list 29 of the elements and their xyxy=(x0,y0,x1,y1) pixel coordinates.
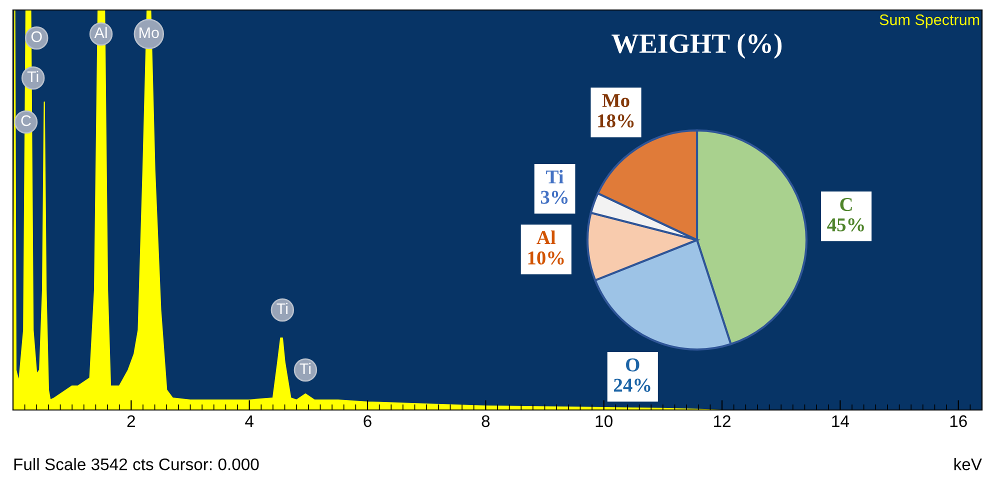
annotation: Ti xyxy=(27,70,38,82)
slice-label: Mo xyxy=(602,94,630,108)
annotation: Sum Spectrum xyxy=(880,14,980,28)
x-tick-label: 16 xyxy=(950,415,967,428)
annotation: O xyxy=(31,31,42,42)
x-tick-label: 10 xyxy=(596,415,612,428)
annotation: Mo xyxy=(140,27,159,38)
x-tick-label: 12 xyxy=(714,415,730,427)
annotation: Ti xyxy=(300,362,311,374)
annotation: C xyxy=(21,115,31,126)
text: Full Scale 3542 cts Cursor: 0.000 xyxy=(14,458,259,470)
annotation: Al xyxy=(94,26,107,38)
data-label: 24% xyxy=(614,378,650,392)
data-label: 3% xyxy=(540,190,568,204)
x-tick-label: 8 xyxy=(482,415,490,428)
x-axis-title: keV xyxy=(954,458,982,470)
x-tick-label: 4 xyxy=(245,415,254,427)
data-label: 18% xyxy=(598,114,634,128)
slice-label: C xyxy=(840,198,852,212)
annotation: Ti xyxy=(276,302,288,314)
x-tick-label: 6 xyxy=(364,415,372,428)
slice-label: O xyxy=(626,358,640,372)
x-tick-label: 2 xyxy=(127,415,135,427)
x-tick-label: 14 xyxy=(832,415,849,427)
slice-label: Al xyxy=(536,230,556,244)
data-label: 10% xyxy=(528,251,564,265)
chart-title: WEIGHT (%) xyxy=(612,34,782,59)
data-label: 45% xyxy=(827,218,864,232)
slice-label: Ti xyxy=(546,170,564,184)
